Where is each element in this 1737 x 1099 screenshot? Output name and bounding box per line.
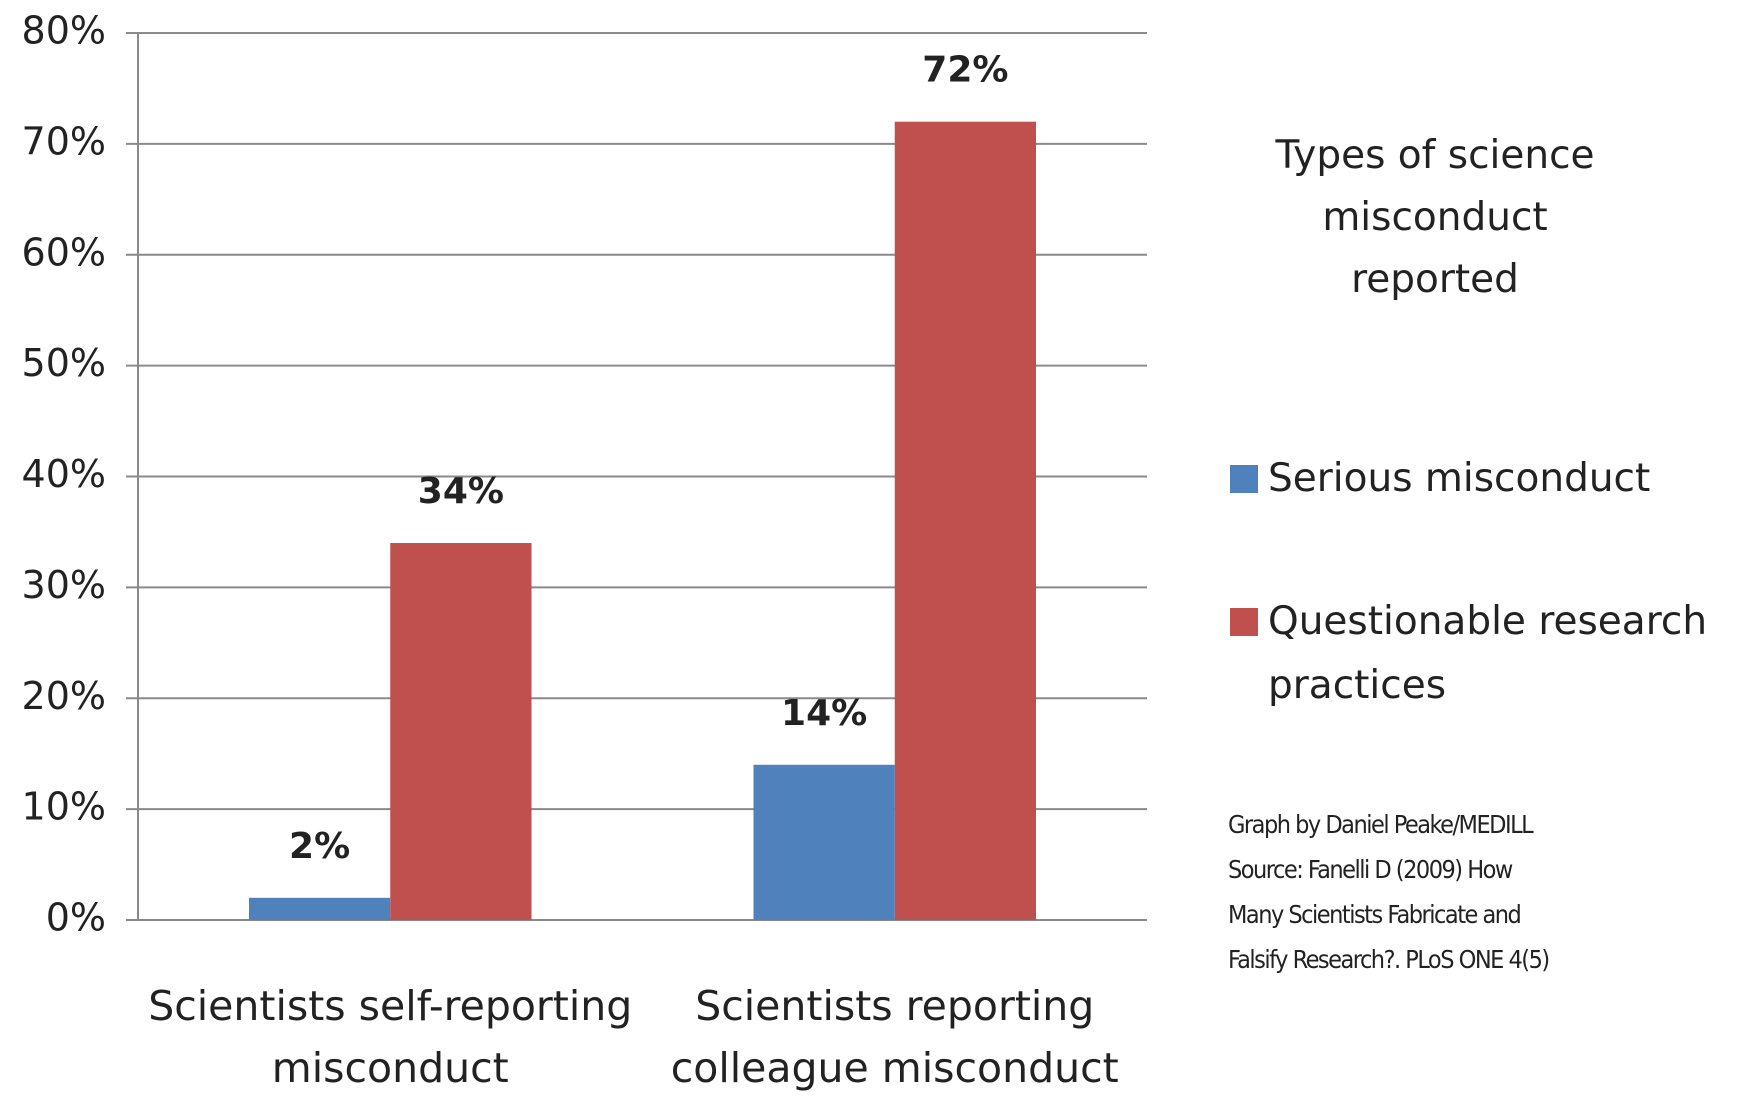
value-label: 34% xyxy=(418,471,504,512)
source-note: Source: Fanelli D (2009) How xyxy=(1228,855,1513,884)
x-tick-label: Scientists reporting colleague misconduc… xyxy=(670,982,1119,1092)
source-note: Many Scientists Fabricate and xyxy=(1228,900,1522,929)
legend-swatch xyxy=(1230,608,1258,636)
y-tick-label: 40% xyxy=(22,452,106,496)
legend-title: Types of science misconduct reported xyxy=(1275,133,1595,302)
y-tick-label: 20% xyxy=(22,674,106,718)
value-label: 72% xyxy=(922,50,1008,91)
y-tick-label: 50% xyxy=(22,341,106,385)
y-tick-label: 60% xyxy=(22,230,106,274)
legend-label: Questionable research practices xyxy=(1268,599,1708,708)
bar xyxy=(753,764,895,920)
bar xyxy=(894,121,1037,920)
legend-swatch xyxy=(1230,465,1258,493)
source-note: Graph by Daniel Peake/MEDILL xyxy=(1228,810,1534,839)
y-tick-label: 80% xyxy=(22,9,106,53)
y-tick-label: 0% xyxy=(46,896,106,940)
value-label: 2% xyxy=(289,826,350,867)
y-tick-label: 10% xyxy=(22,785,106,829)
y-tick-label: 30% xyxy=(22,563,106,607)
source-note: Falsify Research?. PLoS ONE 4(5) xyxy=(1228,945,1550,974)
value-label: 14% xyxy=(781,693,867,734)
bar xyxy=(390,543,532,920)
x-tick-label: Scientists self-reporting misconduct xyxy=(148,982,633,1092)
bar xyxy=(248,897,391,920)
legend-label: Serious misconduct xyxy=(1268,456,1651,501)
y-tick-label: 70% xyxy=(22,119,106,163)
